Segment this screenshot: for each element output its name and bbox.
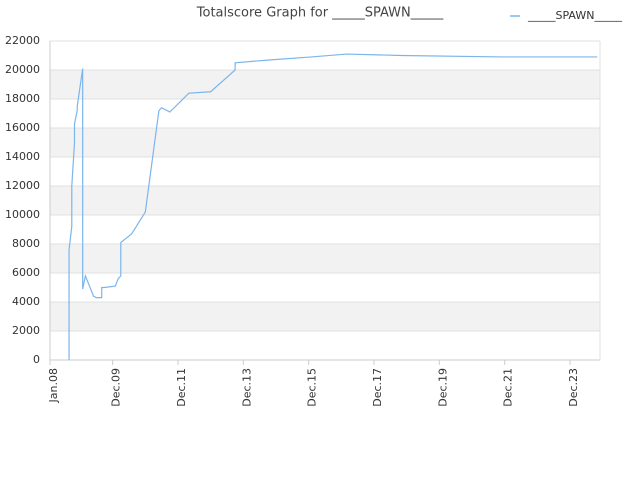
x-tick-label: Dec.11: [175, 368, 188, 407]
y-tick-label: 12000: [5, 179, 40, 192]
x-tick-label: Dec.23: [567, 368, 580, 407]
x-tick-label: Dec.17: [371, 368, 384, 407]
grid-band: [50, 244, 600, 273]
y-tick-label: 6000: [12, 266, 40, 279]
y-tick-label: 14000: [5, 150, 40, 163]
y-tick-label: 4000: [12, 295, 40, 308]
y-tick-label: 2000: [12, 324, 40, 337]
grid-band: [50, 128, 600, 157]
x-tick-label: Dec.15: [306, 368, 319, 407]
legend-label: _____SPAWN_____: [527, 9, 622, 22]
x-tick-label: Jan.08: [47, 368, 60, 403]
x-tick-label: Dec.09: [110, 368, 123, 407]
y-tick-label: 20000: [5, 63, 40, 76]
y-tick-label: 10000: [5, 208, 40, 221]
grid-band: [50, 302, 600, 331]
y-tick-label: 8000: [12, 237, 40, 250]
grid-band: [50, 186, 600, 215]
y-tick-label: 0: [33, 353, 40, 366]
y-tick-label: 18000: [5, 92, 40, 105]
x-tick-label: Dec.21: [502, 368, 515, 407]
y-tick-label: 16000: [5, 121, 40, 134]
y-tick-label: 22000: [5, 34, 40, 47]
chart-title: Totalscore Graph for _____SPAWN_____: [196, 6, 444, 21]
x-tick-label: Dec.13: [240, 368, 253, 407]
x-tick-label: Dec.19: [436, 368, 449, 407]
series-line: [68, 53, 598, 360]
grid-band: [50, 70, 600, 99]
